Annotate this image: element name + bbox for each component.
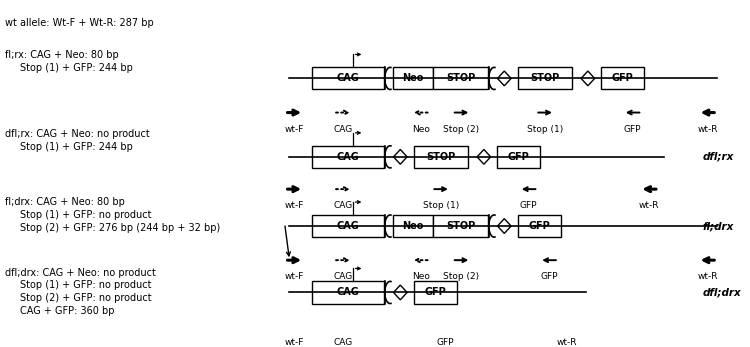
Text: Stop (1) + GFP: 244 bp: Stop (1) + GFP: 244 bp	[20, 142, 134, 152]
Text: Neo: Neo	[412, 272, 430, 281]
Text: Stop (2) + GFP: 276 bp (244 bp + 32 bp): Stop (2) + GFP: 276 bp (244 bp + 32 bp)	[20, 223, 220, 233]
Text: wt-F: wt-F	[285, 338, 304, 347]
Text: wt-R: wt-R	[698, 125, 718, 134]
Text: Stop (1): Stop (1)	[423, 201, 459, 210]
Text: fl;drx: CAG + Neo: 80 bp: fl;drx: CAG + Neo: 80 bp	[4, 197, 124, 208]
Text: wt-F: wt-F	[285, 125, 304, 134]
Text: Stop (2): Stop (2)	[443, 125, 479, 134]
Text: GFP: GFP	[612, 74, 634, 83]
Text: GFP: GFP	[436, 338, 454, 347]
Text: CAG: CAG	[333, 201, 352, 210]
Text: GFP: GFP	[529, 221, 550, 231]
Text: Stop (1) + GFP: 244 bp: Stop (1) + GFP: 244 bp	[20, 63, 134, 73]
Text: CAG: CAG	[333, 125, 352, 134]
Text: Neo: Neo	[402, 74, 424, 83]
Text: CAG + GFP: 360 bp: CAG + GFP: 360 bp	[20, 306, 115, 316]
Text: GFP: GFP	[540, 272, 558, 281]
Polygon shape	[581, 71, 595, 86]
Text: dfl;drx: CAG + Neo: no product: dfl;drx: CAG + Neo: no product	[4, 268, 155, 278]
Bar	[433, 215, 488, 237]
Text: GFP: GFP	[520, 201, 537, 210]
Polygon shape	[497, 71, 511, 86]
Text: dfl;rx: CAG + Neo: no product: dfl;rx: CAG + Neo: no product	[4, 129, 149, 139]
Text: CAG: CAG	[333, 338, 352, 347]
Polygon shape	[497, 219, 511, 234]
Text: CAG: CAG	[337, 152, 359, 162]
Text: Stop (2) + GFP: no product: Stop (2) + GFP: no product	[20, 293, 152, 303]
Text: STOP: STOP	[427, 152, 456, 162]
Text: wt-F: wt-F	[285, 272, 304, 281]
Text: wt allele: Wt-F + Wt-R: 287 bp: wt allele: Wt-F + Wt-R: 287 bp	[4, 18, 154, 28]
Bar	[392, 215, 433, 237]
Bar	[518, 67, 572, 90]
Polygon shape	[394, 150, 407, 164]
Bar	[433, 67, 488, 90]
Text: Stop (1) + GFP: no product: Stop (1) + GFP: no product	[20, 280, 152, 290]
Text: Stop (2): Stop (2)	[443, 272, 479, 281]
Bar	[312, 67, 384, 90]
Text: wt-R: wt-R	[639, 201, 659, 210]
Text: GFP: GFP	[624, 125, 641, 134]
Bar	[602, 67, 644, 90]
Polygon shape	[394, 285, 407, 300]
Text: dfl;drx: dfl;drx	[703, 287, 741, 297]
Polygon shape	[477, 150, 490, 164]
Bar	[414, 281, 457, 304]
Text: wt-R: wt-R	[698, 272, 718, 281]
Bar	[497, 146, 540, 168]
Text: CAG: CAG	[333, 272, 352, 281]
Text: Stop (1) + GFP: no product: Stop (1) + GFP: no product	[20, 210, 152, 220]
Bar	[312, 281, 384, 304]
Text: GFP: GFP	[424, 287, 446, 297]
Text: fl;drx: fl;drx	[703, 221, 734, 231]
Text: wt-R: wt-R	[556, 338, 577, 347]
Bar	[392, 67, 433, 90]
Text: STOP: STOP	[446, 221, 476, 231]
Text: GFP: GFP	[508, 152, 530, 162]
Bar	[518, 215, 561, 237]
Text: fl;rx: CAG + Neo: 80 bp: fl;rx: CAG + Neo: 80 bp	[4, 50, 118, 60]
Text: CAG: CAG	[337, 74, 359, 83]
Text: Stop (1): Stop (1)	[527, 125, 563, 134]
Text: STOP: STOP	[446, 74, 476, 83]
Text: wt-F: wt-F	[285, 201, 304, 210]
Bar	[414, 146, 468, 168]
Text: STOP: STOP	[530, 74, 560, 83]
Text: CAG: CAG	[337, 221, 359, 231]
Text: Neo: Neo	[402, 221, 424, 231]
Bar	[312, 215, 384, 237]
Text: Neo: Neo	[412, 125, 430, 134]
Bar	[312, 146, 384, 168]
Text: dfl;rx: dfl;rx	[703, 152, 734, 162]
Text: CAG: CAG	[337, 287, 359, 297]
